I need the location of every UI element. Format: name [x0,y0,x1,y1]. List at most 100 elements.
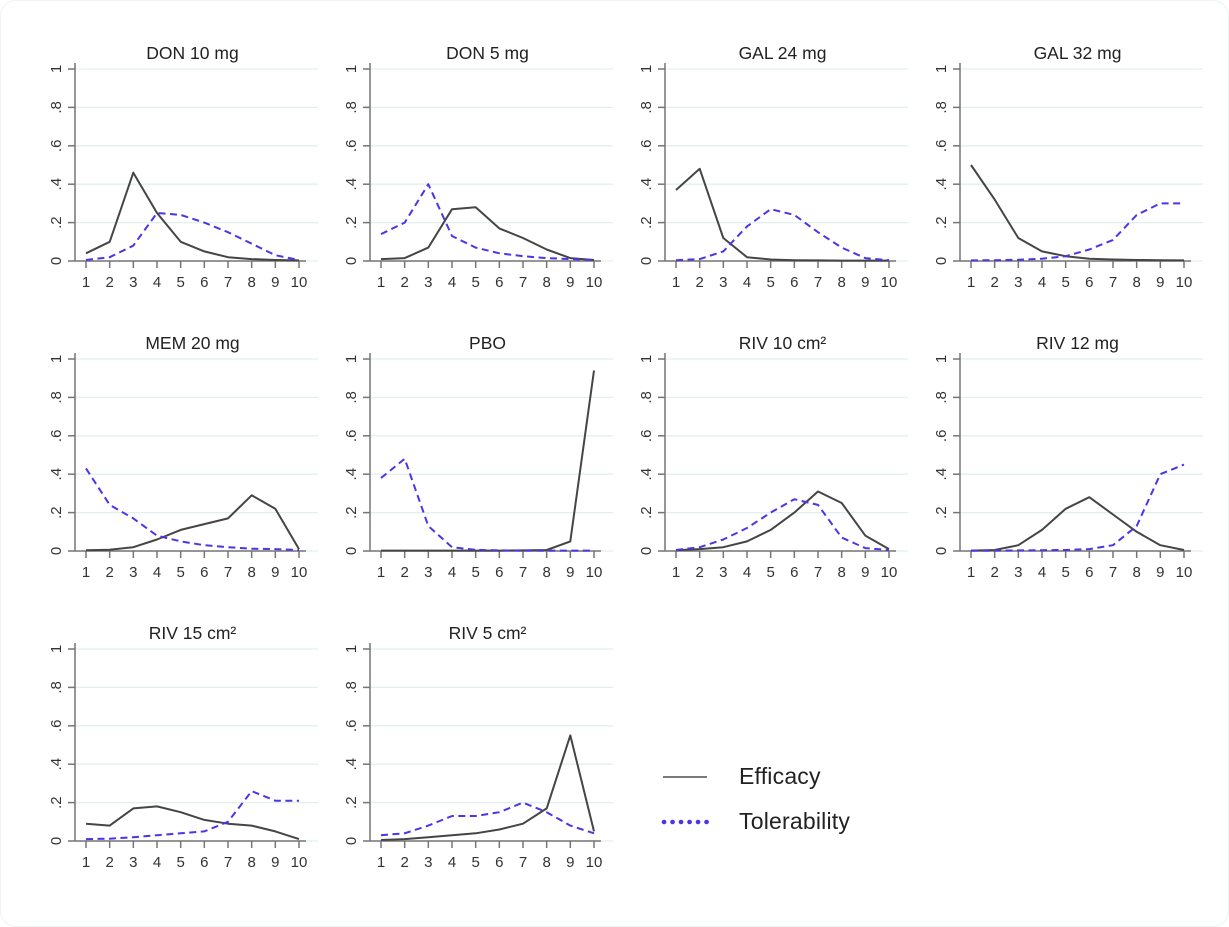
x-tick-label: 8 [247,564,255,581]
y-tick-label: .2 [48,796,65,809]
x-tick-label: 10 [1176,564,1193,581]
x-tick-label: 8 [542,564,550,581]
x-tick-label: 7 [224,564,232,581]
panel-title: MEM 20 mg [145,333,239,353]
x-axis-ticks: 1 2 3 4 5 6 7 8 9 10 [82,551,308,581]
x-tick-label: 1 [377,854,385,871]
y-axis-ticks: 0 .2 .4 .6 .8 1 [343,355,370,555]
y-tick-label: 0 [48,837,65,845]
y-tick-label: .2 [48,506,65,519]
y-tick-label: .6 [638,140,655,153]
y-axis-ticks: 0 .2 .4 .6 .8 1 [343,65,370,265]
x-tick-label: 6 [790,564,798,581]
x-axis-ticks: 1 2 3 4 5 6 7 8 9 10 [82,261,307,291]
efficacy-line [970,496,1185,552]
y-tick-label: .6 [48,720,65,733]
x-tick-label: 2 [105,854,113,871]
y-tick-label: 1 [343,355,360,363]
y-tick-label: .2 [933,506,950,519]
x-tick-label: 1 [967,274,975,291]
y-axis-ticks: 0 .2 .4 .6 .8 1 [933,65,960,265]
y-axis-ticks: 0 .2 .4 .6 .8 1 [933,355,960,555]
tolerability-line [380,457,594,552]
efficacy-line [381,370,595,552]
x-tick-label: 6 [200,564,208,581]
x-tick-label: 4 [1038,564,1046,581]
efficacy-line [85,171,300,262]
y-tick-label: .2 [343,216,360,229]
x-tick-label: 6 [790,274,798,291]
axes [74,643,306,842]
panel-title: RIV 10 cm² [739,333,827,353]
x-tick-label: 1 [377,274,385,291]
x-tick-label: 10 [586,854,603,871]
y-tick-label: .6 [638,430,655,443]
y-tick-label: .4 [638,468,655,481]
x-tick-label: 8 [837,564,845,581]
x-tick-label: 6 [1085,274,1093,291]
x-tick-label: 10 [881,564,898,581]
x-tick-label: 3 [424,274,432,291]
efficacy-line [380,206,595,261]
x-tick-label: 2 [990,274,998,291]
x-tick-label: 2 [400,274,408,291]
tolerability-line [675,208,890,262]
efficacy-line [675,167,889,262]
y-tick-label: .8 [933,101,950,114]
y-tick-label: .8 [933,391,950,404]
x-tick-label: 7 [224,854,232,871]
panel-title: PBO [469,333,506,353]
gridlines [960,358,1203,552]
tolerability-line [970,202,1184,262]
y-tick-label: 1 [638,355,655,363]
gridlines [75,68,318,262]
panel-title: GAL 24 mg [739,43,827,63]
x-tick-label: 3 [719,274,727,291]
panel-don-5-mg: 0.2.4.6.8 1 1 2 3 4 5 6 7 8 9 10 DON 5 mg [324,39,619,329]
y-tick-label: .8 [638,101,655,114]
x-tick-label: 5 [471,274,479,291]
y-tick-label: .2 [933,216,950,229]
x-tick-label: 8 [542,274,550,291]
y-tick-label: .8 [638,391,655,404]
tolerability-line [675,498,890,551]
tolerability-line [380,801,595,837]
x-tick-label: 3 [1014,274,1022,291]
tolerability-line [85,467,300,551]
panel-gal-24-mg: 0.2.4.6.8 1 1 2 3 4 5 6 7 8 9 10 GAL 24 mg [619,39,914,329]
y-tick-label: 0 [343,257,360,265]
y-axis-ticks: 0 .2 .4 .6 .8 1 [48,355,75,555]
x-axis-ticks: 1 2 3 4 5 6 7 8 9 10 [967,551,1193,581]
x-tick-label: 8 [247,274,255,291]
y-tick-label: 1 [343,65,360,73]
x-axis-ticks: 1 2 3 4 5 6 7 8 9 10 [672,551,898,581]
x-tick-label: 10 [881,274,898,291]
x-tick-label: 2 [400,564,408,581]
y-tick-label: 0 [933,547,950,555]
x-tick-label: 3 [129,564,137,581]
y-tick-label: 1 [933,65,950,73]
y-tick-label: 0 [343,547,360,555]
x-tick-label: 5 [766,274,774,291]
x-tick-label: 8 [1132,564,1140,581]
x-tick-label: 10 [291,564,308,581]
y-tick-label: 1 [638,65,655,73]
x-tick-label: 5 [176,274,184,291]
x-tick-label: 4 [743,274,751,291]
x-tick-label: 10 [586,564,603,581]
legend-label-tolerability: Tolerability [739,808,851,834]
x-tick-label: 1 [377,564,385,581]
x-axis-ticks: 1 2 3 4 5 6 7 8 9 10 [967,261,1193,291]
x-axis-ticks: 1 2 3 4 5 6 7 8 9 10 [377,261,602,291]
x-tick-label: 6 [1085,564,1093,581]
panel-title: DON 10 mg [146,43,238,63]
tolerability-line [85,212,300,261]
gridlines [960,68,1203,262]
x-tick-label: 7 [814,274,822,291]
x-tick-label: 10 [1176,274,1193,291]
